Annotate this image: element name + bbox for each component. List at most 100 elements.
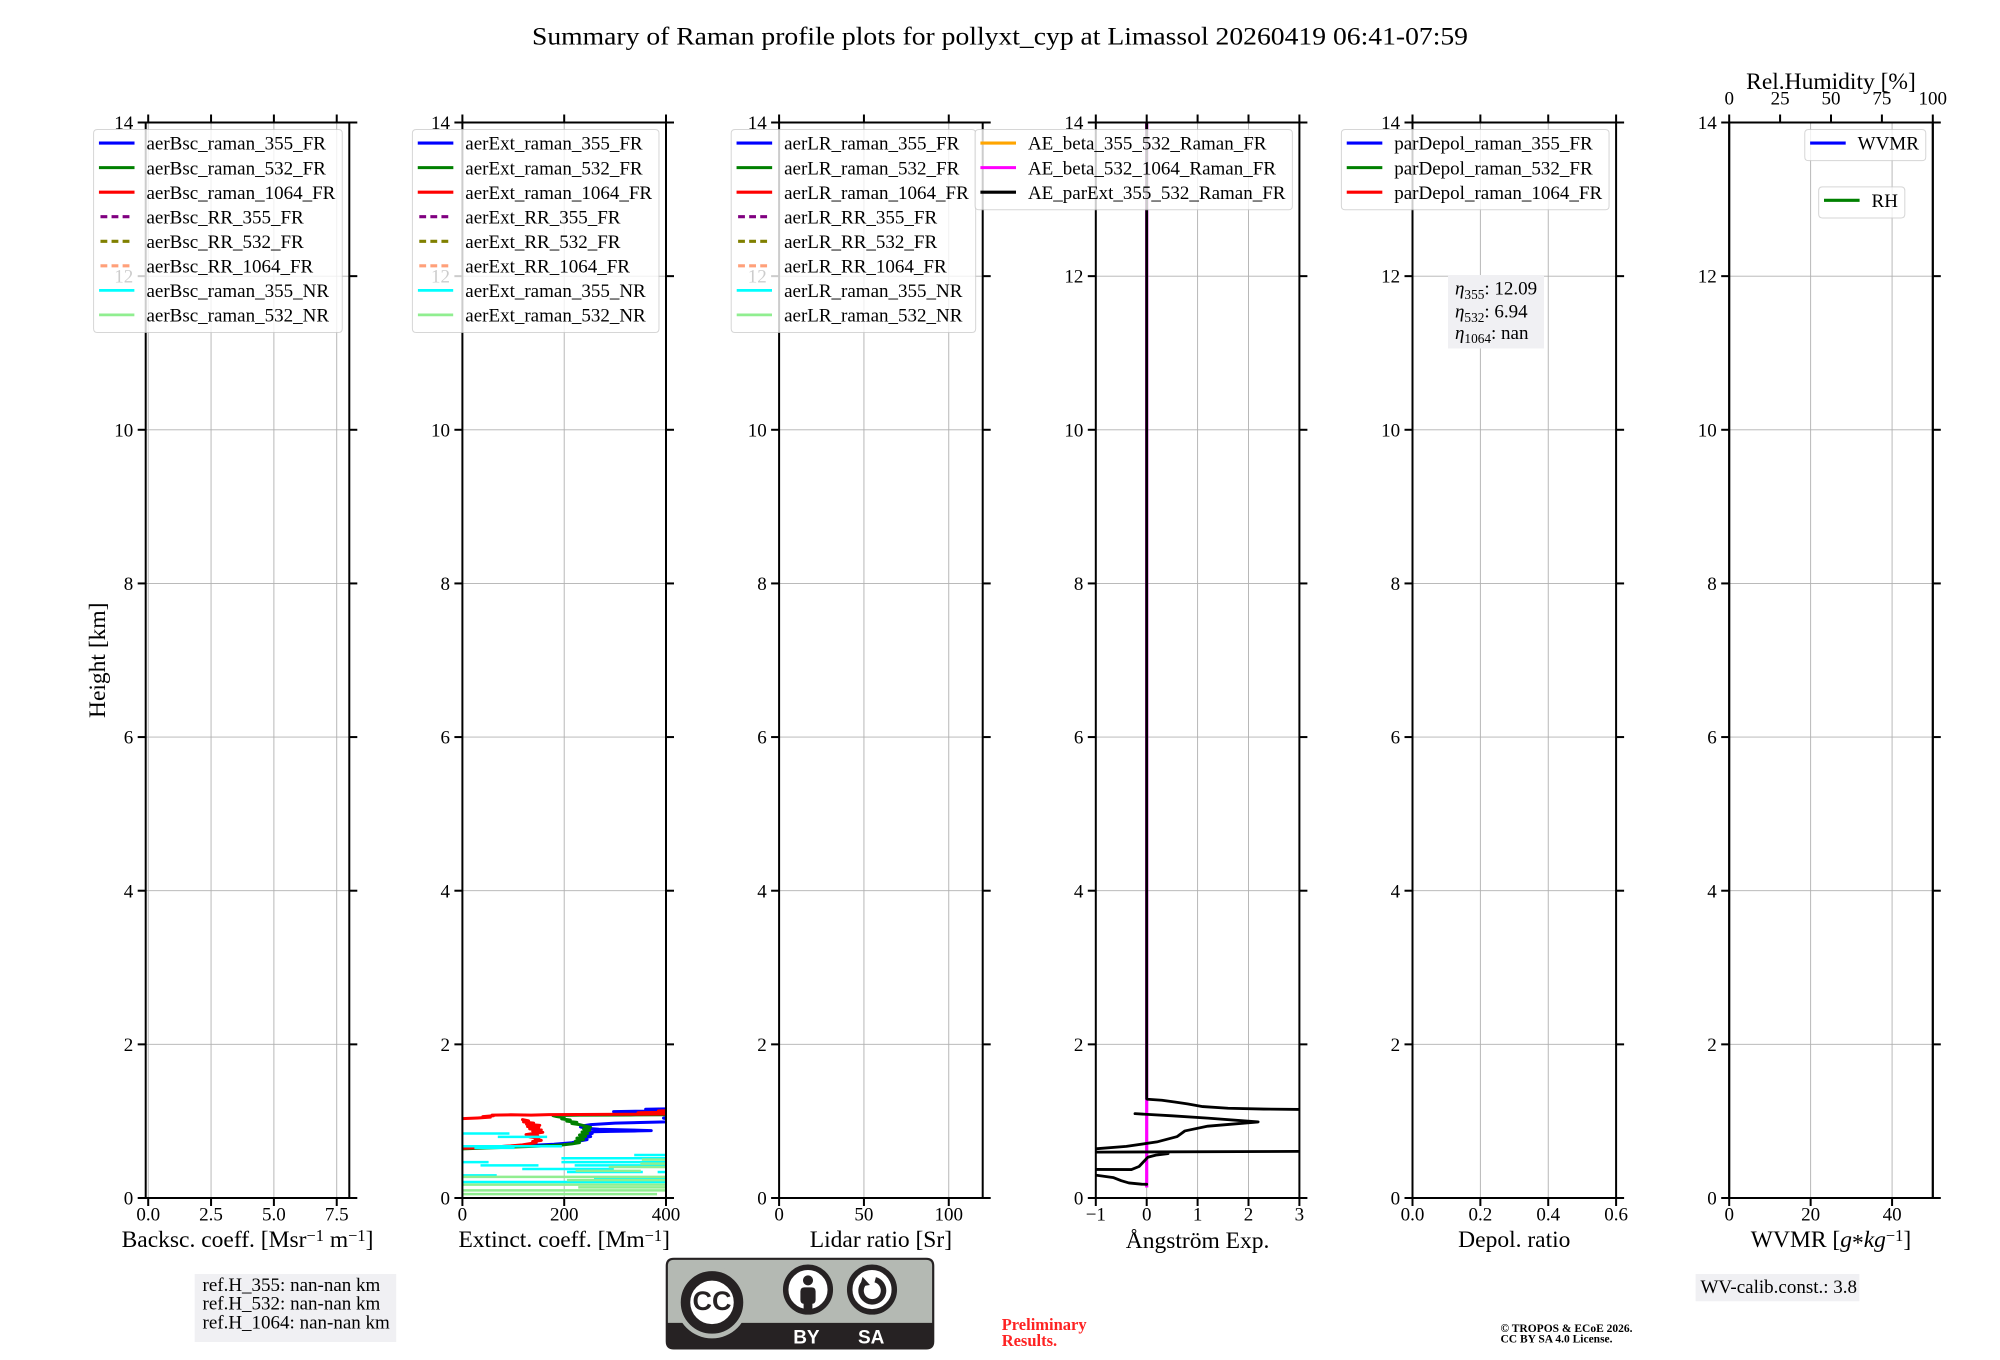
svg-text:100: 100: [1919, 88, 1948, 109]
svg-text:0: 0: [1724, 1204, 1734, 1225]
svg-text:−1: −1: [1886, 1226, 1903, 1245]
svg-text:0: 0: [757, 1189, 767, 1210]
svg-text:0: 0: [1142, 1204, 1152, 1225]
svg-text:aerExt_raman_355_NR: aerExt_raman_355_NR: [465, 281, 646, 302]
svg-text:0.0: 0.0: [136, 1204, 160, 1225]
svg-text:6: 6: [124, 728, 134, 749]
svg-text:0: 0: [1707, 1189, 1717, 1210]
svg-text:50: 50: [854, 1204, 873, 1225]
svg-text:aerExt_RR_355_FR: aerExt_RR_355_FR: [465, 207, 620, 228]
svg-text:355: 355: [1464, 287, 1484, 302]
svg-text:0: 0: [458, 1204, 468, 1225]
svg-text:14: 14: [1381, 113, 1401, 134]
svg-text:8: 8: [441, 574, 451, 595]
svg-text:η: η: [1455, 279, 1464, 300]
svg-text:14: 14: [748, 113, 768, 134]
svg-text:0: 0: [1724, 88, 1734, 109]
svg-text:m: m: [324, 1227, 348, 1253]
svg-text:40: 40: [1883, 1204, 1902, 1225]
svg-text:4: 4: [441, 881, 451, 902]
svg-text:η: η: [1455, 302, 1464, 323]
svg-text:10: 10: [1698, 420, 1717, 441]
svg-text:14: 14: [1698, 113, 1718, 134]
svg-text:AE_beta_355_532_Raman_FR: AE_beta_355_532_Raman_FR: [1028, 134, 1267, 155]
svg-text:Summary of Raman profile plots: Summary of Raman profile plots for polly…: [532, 21, 1468, 50]
svg-text:532: 532: [1464, 310, 1484, 325]
svg-text:Preliminary: Preliminary: [1002, 1315, 1088, 1334]
svg-text:25: 25: [1771, 88, 1790, 109]
svg-text:7.5: 7.5: [325, 1204, 349, 1225]
svg-text:aerBsc_raman_1064_FR: aerBsc_raman_1064_FR: [146, 183, 335, 204]
svg-text:Lidar ratio [Sr]: Lidar ratio [Sr]: [810, 1227, 952, 1253]
svg-text:aerExt_RR_1064_FR: aerExt_RR_1064_FR: [465, 256, 630, 277]
svg-text:0.2: 0.2: [1468, 1204, 1492, 1225]
svg-text:8: 8: [1074, 574, 1084, 595]
svg-text:20: 20: [1801, 1204, 1820, 1225]
svg-text:12: 12: [1381, 267, 1400, 288]
svg-text:aerBsc_raman_532_NR: aerBsc_raman_532_NR: [146, 306, 329, 327]
svg-text:aerLR_RR_1064_FR: aerLR_RR_1064_FR: [784, 256, 947, 277]
svg-text:0.6: 0.6: [1604, 1204, 1628, 1225]
svg-text:12: 12: [1064, 267, 1083, 288]
svg-text:η: η: [1455, 323, 1464, 344]
svg-text:aerExt_raman_1064_FR: aerExt_raman_1064_FR: [465, 183, 652, 204]
svg-text:10: 10: [1381, 420, 1400, 441]
svg-text:4: 4: [1391, 881, 1401, 902]
svg-text:aerLR_raman_532_NR: aerLR_raman_532_NR: [784, 306, 963, 327]
svg-text:6: 6: [757, 728, 767, 749]
svg-text:75: 75: [1872, 88, 1891, 109]
svg-text:−1: −1: [348, 1226, 365, 1245]
svg-text:aerExt_raman_355_FR: aerExt_raman_355_FR: [465, 134, 643, 155]
svg-text:aerBsc_raman_355_FR: aerBsc_raman_355_FR: [146, 134, 326, 155]
svg-text:RH: RH: [1872, 191, 1899, 212]
svg-text:2: 2: [1707, 1035, 1717, 1056]
svg-text:aerExt_raman_532_NR: aerExt_raman_532_NR: [465, 306, 646, 327]
svg-text:parDepol_raman_532_FR: parDepol_raman_532_FR: [1394, 158, 1593, 179]
svg-text:parDepol_raman_355_FR: parDepol_raman_355_FR: [1394, 134, 1593, 155]
svg-text:Results.: Results.: [1002, 1331, 1057, 1350]
svg-text:aerLR_raman_355_FR: aerLR_raman_355_FR: [784, 134, 960, 155]
svg-text:10: 10: [114, 420, 133, 441]
svg-text:*: *: [1852, 1230, 1864, 1256]
svg-text:aerBsc_raman_532_FR: aerBsc_raman_532_FR: [146, 158, 326, 179]
svg-text:200: 200: [550, 1204, 579, 1225]
svg-text:8: 8: [1391, 574, 1401, 595]
svg-text:100: 100: [935, 1204, 964, 1225]
svg-text:−1: −1: [645, 1226, 662, 1245]
svg-text:50: 50: [1822, 88, 1841, 109]
svg-text:aerLR_raman_532_FR: aerLR_raman_532_FR: [784, 158, 960, 179]
svg-text:aerExt_RR_532_FR: aerExt_RR_532_FR: [465, 232, 620, 253]
svg-text:SA: SA: [858, 1327, 885, 1348]
svg-text:Extinct. coeff. [Mm: Extinct. coeff. [Mm: [458, 1227, 644, 1253]
svg-text:ref.H_1064: nan-nan km: ref.H_1064: nan-nan km: [203, 1312, 391, 1333]
svg-text:parDepol_raman_1064_FR: parDepol_raman_1064_FR: [1394, 183, 1602, 204]
svg-text:−1: −1: [1086, 1204, 1106, 1225]
svg-text:AE_beta_532_1064_Raman_FR: AE_beta_532_1064_Raman_FR: [1028, 158, 1276, 179]
svg-text:kg: kg: [1864, 1227, 1886, 1253]
svg-text:10: 10: [431, 420, 450, 441]
svg-text:WVMR [: WVMR [: [1751, 1227, 1840, 1253]
svg-text:Ångström Exp.: Ångström Exp.: [1126, 1228, 1270, 1254]
svg-text:400: 400: [652, 1204, 681, 1225]
svg-text:aerBsc_RR_355_FR: aerBsc_RR_355_FR: [146, 207, 304, 228]
svg-text:2: 2: [1244, 1204, 1254, 1225]
svg-text:0.4: 0.4: [1536, 1204, 1560, 1225]
svg-text:4: 4: [1707, 881, 1717, 902]
svg-text:ref.H_532: nan-nan km: ref.H_532: nan-nan km: [203, 1294, 381, 1315]
svg-text:3: 3: [1295, 1204, 1305, 1225]
svg-text:8: 8: [757, 574, 767, 595]
svg-text:aerBsc_raman_355_NR: aerBsc_raman_355_NR: [146, 281, 329, 302]
svg-text:14: 14: [431, 113, 451, 134]
svg-text:© TROPOS & ECoE 2026.: © TROPOS & ECoE 2026.: [1501, 1323, 1633, 1335]
svg-text:Height [km]: Height [km]: [85, 602, 111, 718]
svg-text:0: 0: [124, 1189, 134, 1210]
svg-text:0: 0: [441, 1189, 451, 1210]
svg-text:0: 0: [1391, 1189, 1401, 1210]
svg-text:ref.H_355: nan-nan km: ref.H_355: nan-nan km: [203, 1275, 381, 1296]
svg-text:: 12.09: : 12.09: [1484, 279, 1537, 300]
svg-text:4: 4: [124, 881, 134, 902]
svg-text:1: 1: [1193, 1204, 1203, 1225]
svg-text:AE_parExt_355_532_Raman_FR: AE_parExt_355_532_Raman_FR: [1028, 183, 1286, 204]
svg-text:2: 2: [1391, 1035, 1401, 1056]
svg-text:14: 14: [1064, 113, 1084, 134]
